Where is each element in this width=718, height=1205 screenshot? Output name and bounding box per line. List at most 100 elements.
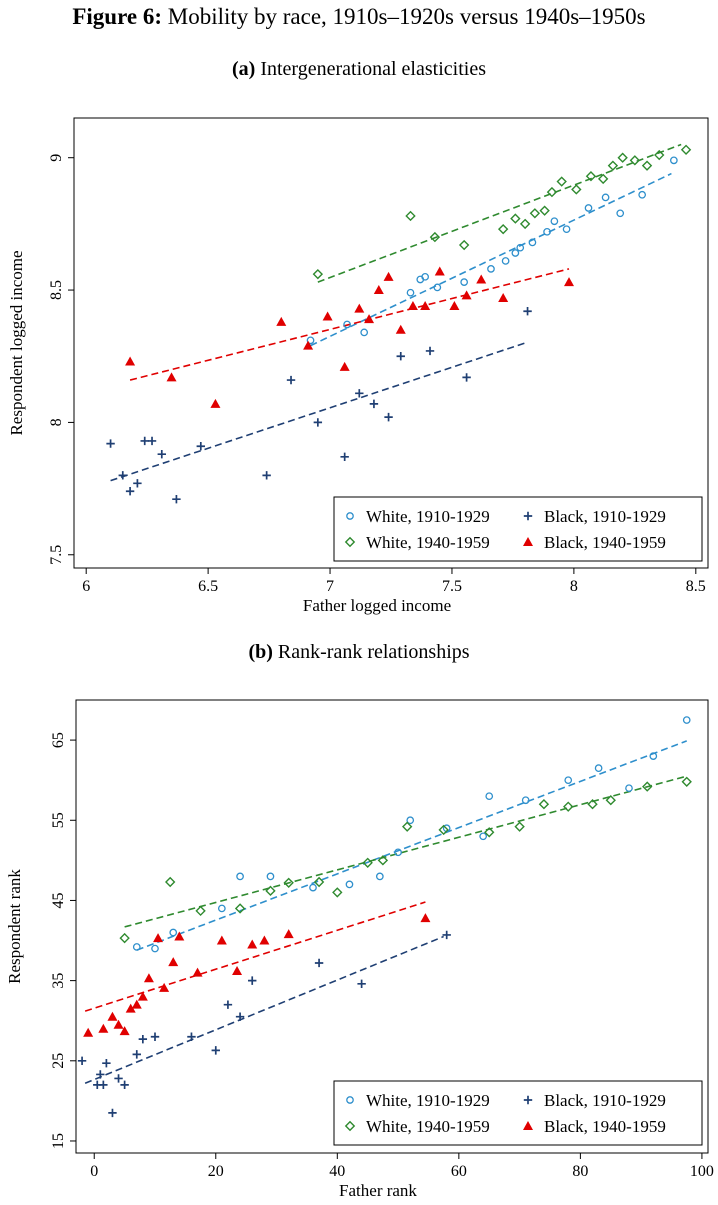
panel-a-point-white_1940 <box>607 160 619 171</box>
panel-a-point-black_1910 <box>313 418 323 427</box>
panel-a-point-white_1910 <box>501 257 510 265</box>
panel-a-point-black_1940 <box>564 277 575 287</box>
panel-a-point-white_1940 <box>405 210 416 222</box>
panel-a-x-tick-label: 7 <box>326 578 334 595</box>
panel-a-fit-line-white_1940 <box>317 143 682 283</box>
panel-a-point-white_1940 <box>546 186 558 198</box>
panel-a-point-white_1910 <box>543 227 551 236</box>
panel-a-point-black_1910 <box>355 389 364 398</box>
panel-a-x-tick-label: 7.5 <box>442 578 462 595</box>
panel-a-point-white_1910 <box>601 193 610 202</box>
panel-a-point-black_1940 <box>420 300 431 310</box>
panel-a-y-tick-label: 9 <box>48 154 65 162</box>
panel-a-plot-frame <box>73 117 709 569</box>
panel-a-point-black_1910 <box>125 487 135 496</box>
panel-a-point-black_1940 <box>434 266 445 276</box>
panel-b-title: (b) Rank-rank relationships <box>0 641 718 664</box>
panel-a-point-black_1910 <box>396 352 405 361</box>
panel-a-point-white_1910 <box>516 243 525 252</box>
panel-a-y-tick-label: 7.5 <box>48 545 65 565</box>
panel-a-point-white_1940 <box>429 231 441 243</box>
panel-a-x-tick-label: 8.5 <box>686 578 706 595</box>
panel-a-point-black_1910 <box>157 449 166 459</box>
figure-title: Figure 6: Mobility by race, 1910s–1920s … <box>0 4 718 30</box>
panel-a-point-black_1910 <box>286 375 296 385</box>
panel-a-point-black_1940 <box>498 293 509 302</box>
panel-a-y-tick-label: 8 <box>48 418 65 426</box>
panel-a-title-text: Intergenerational elasticities <box>260 58 486 80</box>
panel-a-fit-line-black_1910 <box>110 342 526 482</box>
panel-a-point-white_1940 <box>641 160 653 171</box>
panel-a-point-white_1910 <box>638 190 647 199</box>
panel-a-point-white_1910 <box>511 249 520 257</box>
panel-a-point-black_1940 <box>354 303 365 313</box>
panel-a-point-white_1910 <box>528 238 537 247</box>
panel-a-point-black_1940 <box>125 356 136 366</box>
panel-a-point-black_1940 <box>461 290 472 300</box>
panel-a-point-white_1910 <box>421 272 429 281</box>
panel-a-point-white_1940 <box>510 213 521 224</box>
panel-a-point-black_1910 <box>133 479 142 488</box>
panel-a-point-white_1910 <box>487 265 495 273</box>
panel-a-point-white_1940 <box>519 218 531 230</box>
panel-a-point-white_1940 <box>312 268 324 280</box>
panel-a-point-white_1910 <box>670 156 678 165</box>
panel-a-point-white_1910 <box>550 217 559 226</box>
panel-a-x-tick-label: 6.5 <box>198 578 218 595</box>
panel-a-x-tick-label: 6 <box>82 578 90 595</box>
panel-a-point-black_1910 <box>340 452 349 462</box>
panel-a-series-black_1940 <box>125 266 575 408</box>
figure-title-text: Mobility by race, 1910s–1920s versus 194… <box>167 4 646 29</box>
panel-a-y-axis-label: Respondent logged income <box>7 250 26 435</box>
panel-a-point-white_1910 <box>406 288 415 297</box>
panel-a-point-white_1910 <box>616 209 625 218</box>
panel-a-series-white_1910 <box>306 156 678 345</box>
panel-a-legend: White, 1910-1929 Black, 1910-1929 White, 1… <box>333 496 703 562</box>
panel-a-point-black_1910 <box>118 471 127 480</box>
panel-a-title: (a) Intergenerational elasticities <box>0 58 718 81</box>
panel-a-legend-marker-white_1940 <box>344 536 356 548</box>
panel-a-point-white_1940 <box>458 239 470 251</box>
panel-a-fit-line-white_1910 <box>310 172 672 347</box>
panel-a-point-white_1940 <box>497 223 509 235</box>
panel-a-point-white_1940 <box>539 205 550 216</box>
panel-a-point-black_1940 <box>407 300 418 310</box>
panel-a-series-white_1940 <box>312 144 692 280</box>
panel-a-legend-box <box>333 496 703 562</box>
panel-a-point-white_1910 <box>306 336 315 345</box>
panel-a-point-black_1910 <box>523 307 532 316</box>
panel-a-point-black_1940 <box>364 314 375 324</box>
figure-label: Figure 6: <box>72 4 163 29</box>
panel-a-point-white_1910 <box>433 283 442 292</box>
panel-a-point-black_1940 <box>395 324 406 334</box>
panel-a-point-white_1940 <box>654 149 665 161</box>
panel-a-fit-line-black_1940 <box>129 268 570 381</box>
panel-a-point-black_1910 <box>196 442 205 451</box>
panel-a-legend-marker-black_1910 <box>523 511 533 521</box>
panel-a-point-black_1910 <box>384 412 393 422</box>
panel-a-point-black_1910 <box>462 373 471 382</box>
panel-a-point-white_1940 <box>585 171 597 182</box>
panel-a-point-black_1910 <box>369 399 379 409</box>
panel-a-point-white_1940 <box>571 184 582 195</box>
panel-a-point-black_1940 <box>322 311 333 321</box>
panel-a-point-black_1940 <box>383 271 394 281</box>
panel-a-point-black_1940 <box>449 300 460 310</box>
panel-a-point-black_1940 <box>210 398 221 408</box>
panel-a-legend-label-black_1940: Black, 1940-1959 <box>544 533 666 552</box>
panel-a-point-white_1940 <box>629 155 641 166</box>
panel-a-point-black_1910 <box>425 346 435 356</box>
panel-b-title-text: Rank-rank relationships <box>277 641 470 663</box>
panel-a-point-black_1940 <box>339 361 350 371</box>
panel-a-x-tick-label: 8 <box>570 578 578 595</box>
panel-a-legend-marker-white_1910 <box>346 512 354 520</box>
panel-a-point-black_1910 <box>140 436 149 446</box>
panel-a-point-white_1910 <box>360 328 369 337</box>
panel-a-point-black_1910 <box>172 494 181 504</box>
panel-a-point-white_1940 <box>680 144 692 155</box>
panel-a-point-white_1910 <box>343 320 351 329</box>
panel-a-point-black_1910 <box>262 471 271 480</box>
panel-a-y-tick-label: 8.5 <box>48 280 65 300</box>
panel-a-point-white_1910 <box>584 204 593 212</box>
